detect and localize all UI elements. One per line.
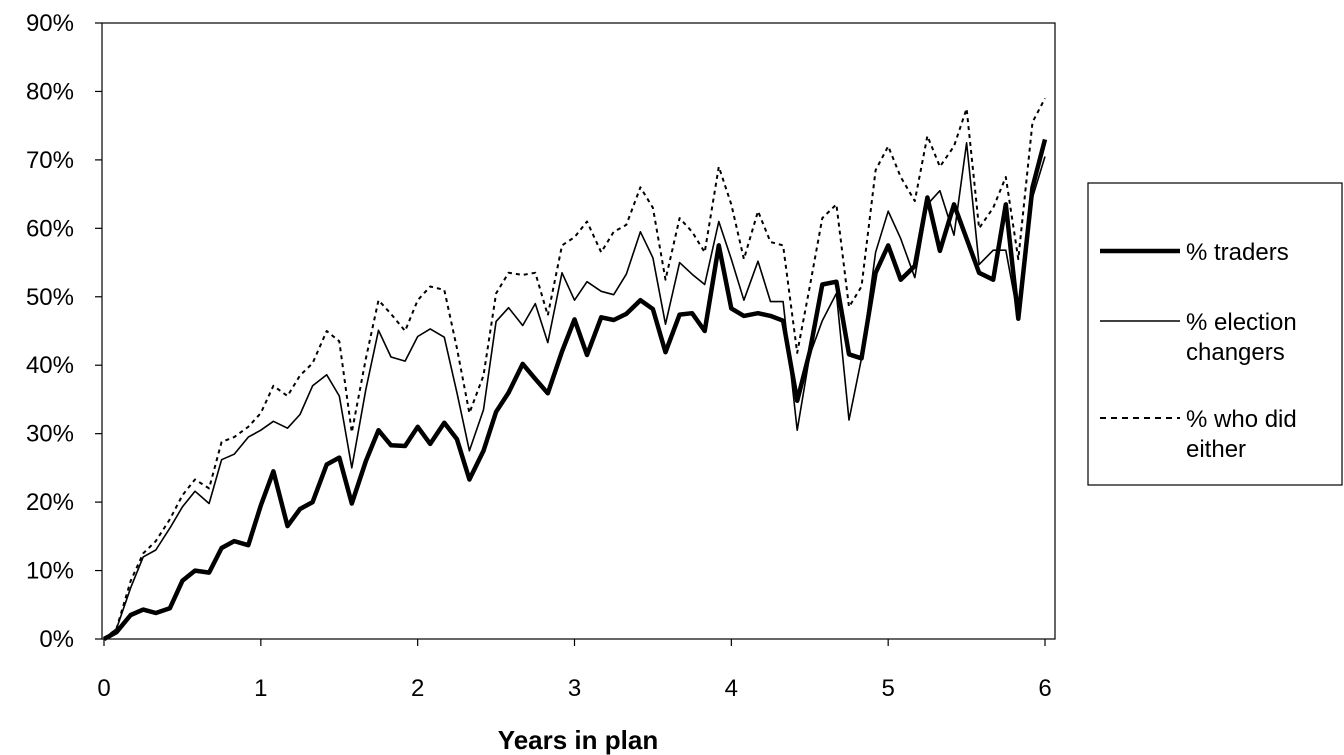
x-tick-label: 2 (411, 675, 424, 702)
x-tick-label: 5 (881, 675, 894, 702)
y-tick-label: 50% (26, 284, 74, 311)
y-tick-label: 20% (26, 489, 74, 516)
series-layer (102, 97, 1048, 641)
legend-label-election-changers: % election changers (1186, 309, 1297, 366)
legend: % traders % election changers % who did ei… (1087, 182, 1343, 486)
x-tick-label: 3 (568, 675, 581, 702)
x-axis-ticks: 0 1 2 3 4 5 6 (97, 639, 1052, 702)
series-election-changers (103, 142, 1046, 640)
x-tick-label: 1 (254, 675, 267, 702)
series-who-did-either (103, 97, 1046, 640)
y-tick-label: 40% (26, 352, 74, 379)
plot-area-frame (101, 22, 1056, 640)
legend-box (1087, 182, 1343, 486)
x-tick-label: 4 (725, 675, 738, 702)
legend-label-traders: % traders (1186, 239, 1289, 266)
x-tick-label: 6 (1038, 675, 1051, 702)
y-tick-label: 30% (26, 421, 74, 448)
x-axis-title: Years in plan (498, 725, 658, 755)
y-axis-ticks: 0% 10% 20% 30% 40% 50% 60% 70% 80% 90% (26, 10, 102, 653)
y-tick-label: 80% (26, 78, 74, 105)
legend-label-either: % who did either (1186, 406, 1297, 463)
y-tick-label: 10% (26, 558, 74, 585)
y-tick-label: 90% (26, 10, 74, 37)
x-tick-label: 0 (97, 675, 110, 702)
series-traders (102, 138, 1048, 641)
y-tick-label: 0% (39, 626, 74, 653)
y-tick-label: 60% (26, 215, 74, 242)
y-tick-label: 70% (26, 147, 74, 174)
